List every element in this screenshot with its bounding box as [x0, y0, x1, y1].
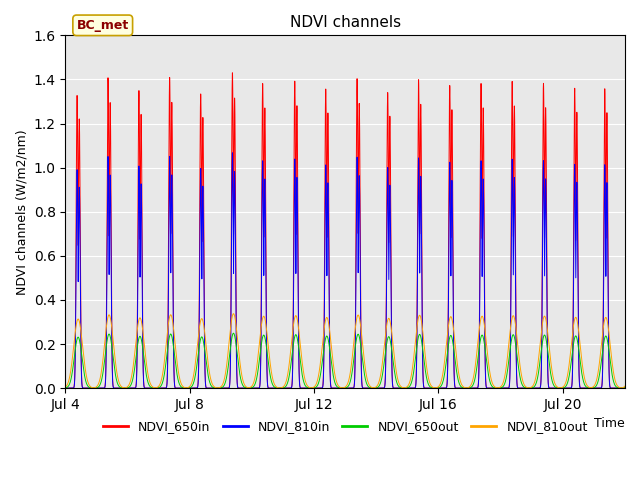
NDVI_650in	[228, 70, 236, 76]
NDVI_810out	[612, 380, 620, 385]
NDVI_810out	[404, 383, 412, 389]
NDVI_650out	[612, 384, 620, 389]
NDVI_650in	[93, 385, 101, 391]
NDVI_810out	[93, 383, 101, 389]
NDVI_810in	[61, 385, 69, 391]
NDVI_810out	[503, 357, 511, 362]
NDVI_810out	[276, 385, 284, 391]
NDVI_650in	[412, 378, 420, 384]
NDVI_810out	[61, 384, 69, 390]
Line: NDVI_650in: NDVI_650in	[65, 73, 625, 388]
NDVI_650out	[230, 330, 237, 336]
NDVI_650out	[404, 385, 412, 391]
NDVI_650in	[211, 385, 219, 391]
NDVI_810out	[621, 383, 629, 389]
NDVI_650out	[276, 385, 284, 391]
NDVI_810in	[211, 385, 219, 391]
NDVI_650in	[61, 385, 69, 391]
NDVI_810in	[228, 150, 236, 156]
X-axis label: Time: Time	[595, 418, 625, 431]
NDVI_810out	[412, 333, 420, 338]
NDVI_810in	[404, 385, 412, 391]
Legend: NDVI_650in, NDVI_810in, NDVI_650out, NDVI_810out: NDVI_650in, NDVI_810in, NDVI_650out, NDV…	[98, 415, 593, 438]
NDVI_810out	[230, 311, 237, 316]
NDVI_650in	[404, 385, 412, 391]
NDVI_810in	[621, 385, 629, 391]
NDVI_650out	[93, 384, 101, 390]
NDVI_650in	[503, 385, 511, 391]
NDVI_650in	[621, 385, 629, 391]
Line: NDVI_810out: NDVI_810out	[65, 313, 625, 388]
Line: NDVI_650out: NDVI_650out	[65, 333, 625, 388]
NDVI_810out	[211, 384, 219, 390]
NDVI_650out	[412, 351, 420, 357]
NDVI_650out	[503, 370, 511, 376]
Title: NDVI channels: NDVI channels	[290, 15, 401, 30]
NDVI_810in	[412, 380, 420, 386]
NDVI_650out	[61, 385, 69, 391]
NDVI_810in	[503, 385, 511, 391]
Text: BC_met: BC_met	[77, 19, 129, 32]
NDVI_810in	[93, 385, 101, 391]
NDVI_810in	[276, 385, 284, 391]
NDVI_650in	[276, 385, 284, 391]
NDVI_650out	[621, 385, 629, 391]
NDVI_650in	[612, 385, 620, 391]
NDVI_810in	[612, 385, 620, 391]
Line: NDVI_810in: NDVI_810in	[65, 153, 625, 388]
Y-axis label: NDVI channels (W/m2/nm): NDVI channels (W/m2/nm)	[15, 129, 28, 295]
NDVI_650out	[211, 385, 219, 391]
